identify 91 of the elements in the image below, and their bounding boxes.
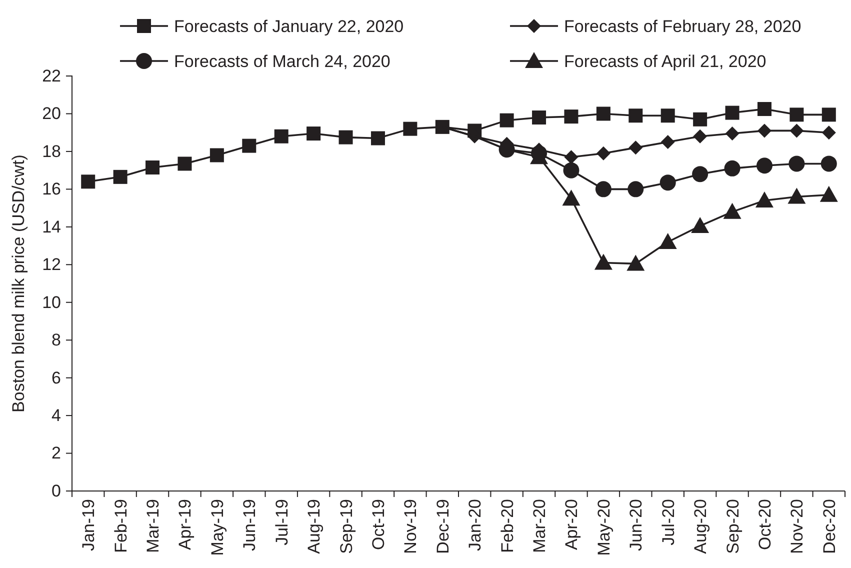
x-tick-label: Jan-20: [466, 499, 485, 551]
point: [403, 122, 418, 136]
x-tick-label: Mar-19: [144, 499, 163, 553]
y-tick-label: 2: [52, 444, 61, 463]
x-tick-label: Dec-19: [433, 499, 452, 554]
y-axis-title: Boston blend milk price (USD/cwt): [9, 154, 28, 412]
y-tick-label: 16: [42, 180, 61, 199]
point: [146, 160, 160, 174]
x-tick-label: Jul-19: [272, 499, 292, 546]
y-tick-label: 8: [52, 330, 61, 350]
x-tick-label: May-19: [208, 499, 227, 556]
point: [660, 135, 675, 150]
point: [178, 156, 192, 171]
point: [756, 158, 772, 174]
point: [725, 106, 740, 120]
point: [692, 166, 708, 182]
point: [563, 162, 580, 178]
x-tick-label: Oct-19: [368, 499, 388, 550]
point: [693, 112, 708, 126]
x-tick-label: Nov-20: [788, 499, 807, 554]
point: [788, 156, 805, 172]
y-tick-label: 12: [42, 255, 61, 274]
x-tick-label: Aug-20: [691, 499, 710, 554]
y-tick-label: 10: [42, 292, 61, 312]
point: [658, 233, 677, 249]
point: [725, 126, 740, 141]
point: [338, 130, 353, 144]
point: [594, 254, 612, 270]
y-tick-label: 20: [42, 104, 61, 124]
x-tick-label: Jun-19: [240, 499, 260, 551]
point: [564, 110, 578, 124]
point: [757, 124, 772, 138]
point: [562, 190, 580, 206]
x-tick-label: Dec-20: [820, 499, 839, 554]
point: [500, 113, 514, 128]
point: [723, 202, 742, 219]
point: [435, 120, 450, 134]
y-tick-label: 18: [42, 142, 61, 161]
point: [820, 186, 838, 202]
point: [660, 174, 676, 191]
x-tick-label: Apr-20: [562, 499, 582, 550]
point: [596, 106, 610, 121]
point: [788, 188, 806, 204]
x-tick-label: Oct-20: [755, 499, 774, 550]
point: [691, 216, 710, 233]
x-tick-label: May-20: [594, 499, 614, 556]
point: [790, 124, 804, 138]
x-tick-label: Jan-19: [79, 499, 98, 551]
legend-label: Forecasts of January 22, 2020: [174, 17, 404, 36]
point: [628, 108, 643, 123]
point: [596, 146, 610, 160]
point: [820, 156, 837, 172]
point: [755, 192, 774, 208]
x-tick-label: Apr-19: [176, 499, 195, 550]
point: [370, 131, 385, 146]
point: [626, 254, 645, 271]
point: [628, 181, 644, 198]
point: [660, 108, 675, 123]
point: [822, 126, 836, 140]
x-tick-label: Jul-20: [658, 499, 678, 546]
point: [724, 160, 740, 176]
x-tick-label: Feb-20: [498, 499, 517, 553]
point: [693, 129, 708, 144]
point: [822, 108, 836, 122]
point: [306, 126, 321, 141]
point: [564, 150, 578, 164]
x-tick-label: Jun-20: [626, 499, 646, 551]
y-tick-label: 14: [42, 217, 61, 236]
x-tick-label: Nov-19: [401, 499, 420, 554]
legend-label: Forecasts of April 21, 2020: [564, 52, 766, 71]
point: [532, 110, 546, 124]
x-tick-label: Mar-20: [530, 499, 550, 553]
point: [210, 148, 224, 162]
point: [757, 102, 772, 116]
x-tick-label: Aug-19: [304, 499, 324, 554]
y-tick-label: 4: [52, 406, 61, 425]
point: [242, 138, 256, 153]
point: [113, 170, 128, 184]
legend-label: Forecasts of March 24, 2020: [174, 52, 390, 71]
point: [790, 108, 804, 122]
legend-label: Forecasts of February 28, 2020: [564, 17, 802, 36]
x-tick-label: Feb-19: [111, 499, 130, 553]
point: [81, 174, 96, 189]
y-tick-label: 22: [42, 66, 61, 86]
point: [595, 181, 612, 198]
x-tick-label: Sep-20: [723, 499, 742, 554]
point: [628, 140, 643, 155]
y-tick-label: 0: [52, 481, 61, 500]
y-tick-label: 6: [52, 368, 61, 388]
x-tick-label: Sep-19: [336, 499, 356, 554]
point: [274, 129, 288, 144]
